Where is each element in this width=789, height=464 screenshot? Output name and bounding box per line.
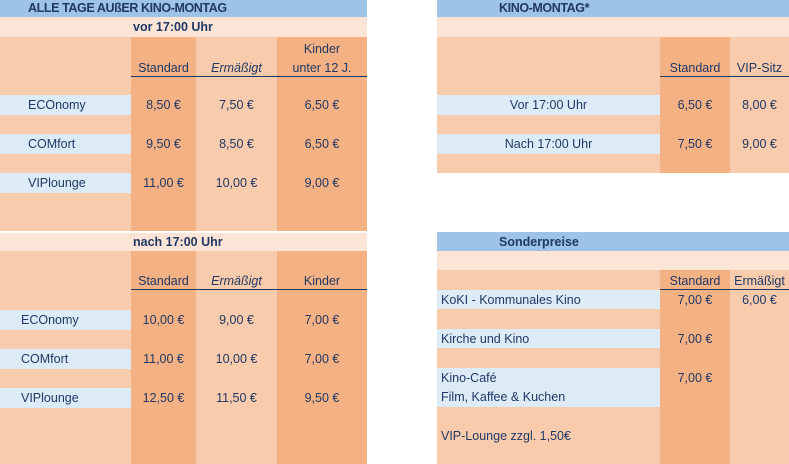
monday-subbar <box>437 17 789 37</box>
row-label: Vor 17:00 Uhr <box>509 98 588 112</box>
price: 6,50 € <box>304 98 340 112</box>
kinder-column <box>277 37 367 231</box>
price: 11,00 € <box>143 176 184 190</box>
col-standard: Standard <box>138 61 189 75</box>
standard-column <box>131 251 196 464</box>
standard-column <box>660 37 730 173</box>
special-subbar <box>437 251 789 270</box>
price: 8,00 € <box>742 98 777 112</box>
row-kino-cafe <box>437 368 660 407</box>
price: 9,00 € <box>304 176 340 190</box>
col-standard: Standard <box>669 274 721 288</box>
row-label-sub: Film, Kaffee & Kuchen <box>441 390 566 404</box>
before-subtitle: vor 17:00 Uhr <box>133 20 213 34</box>
price: 7,00 € <box>304 352 340 366</box>
row-comfort <box>0 134 131 154</box>
price: 9,50 € <box>304 391 340 405</box>
row-label: Kino-Café <box>441 371 497 385</box>
price: 12,50 € <box>142 391 185 405</box>
col-ermaessigt: Ermäßigt <box>211 61 262 75</box>
row-label: VIPlounge <box>28 176 86 190</box>
before-subtitle-bar <box>0 17 367 37</box>
row-comfort <box>0 349 131 369</box>
price: 7,00 € <box>304 313 340 327</box>
row-kirche <box>437 329 660 348</box>
special-title: Sonderpreise <box>499 235 579 249</box>
col-ermaessigt: Ermäßigt <box>734 274 785 288</box>
header-underline <box>131 289 367 290</box>
row-vor <box>437 95 660 115</box>
regular-header-bar <box>0 0 367 17</box>
price: 10,00 € <box>215 352 258 366</box>
price: 10,00 € <box>142 313 185 327</box>
special-header-bar <box>437 232 789 251</box>
price: 9,00 € <box>219 313 254 327</box>
col-kinder: Kinder <box>303 42 341 56</box>
price: 6,50 € <box>677 98 713 112</box>
price: 6,50 € <box>304 137 340 151</box>
after-subtitle: nach 17:00 Uhr <box>133 235 223 249</box>
col-standard: Standard <box>138 274 189 288</box>
row-label: COMfort <box>21 352 69 366</box>
price: 9,00 € <box>742 137 777 151</box>
row-label: KoKI - Kommunales Kino <box>441 293 581 307</box>
row-label: ECOnomy <box>21 313 79 327</box>
price: 10,00 € <box>215 176 258 190</box>
price: 8,50 € <box>219 137 254 151</box>
standard-column <box>131 37 196 231</box>
row-label: ECOnomy <box>28 98 86 112</box>
regular-title: ALLE TAGE AUßER KINO-MONTAG <box>28 1 227 15</box>
price: 9,50 € <box>146 137 181 151</box>
row-label: VIPlounge <box>21 391 79 405</box>
price: 7,50 € <box>677 137 713 151</box>
price: 11,00 € <box>143 352 184 366</box>
row-label: COMfort <box>28 137 76 151</box>
col-standard: Standard <box>669 61 721 75</box>
header-underline <box>660 76 789 77</box>
col-kinder: Kinder <box>303 274 341 288</box>
price: 7,00 € <box>677 371 713 385</box>
price: 6,00 € <box>742 293 777 307</box>
row-koki <box>437 290 660 309</box>
row-economy <box>0 310 131 330</box>
col-kinder-sub: unter 12 J. <box>292 61 352 75</box>
row-nach <box>437 134 660 154</box>
header-underline <box>131 76 367 77</box>
vip-note: VIP-Lounge zzgl. 1,50€ <box>441 429 571 443</box>
row-viplounge <box>0 388 131 408</box>
standard-column <box>660 270 730 464</box>
header-underline <box>660 289 789 290</box>
after-subtitle-bar <box>0 233 367 251</box>
kinder-column <box>277 251 367 464</box>
row-label: Kirche und Kino <box>441 332 530 346</box>
row-label: Nach 17:00 Uhr <box>504 137 593 151</box>
row-viplounge <box>0 173 131 193</box>
monday-title: KINO-MONTAG* <box>499 1 590 15</box>
price: 7,00 € <box>677 332 713 346</box>
row-economy <box>0 95 131 115</box>
col-ermaessigt: Ermäßigt <box>211 274 262 288</box>
price: 7,50 € <box>219 98 254 112</box>
price: 7,00 € <box>677 293 713 307</box>
price: 8,50 € <box>146 98 181 112</box>
col-vip-sitz: VIP-Sitz <box>736 61 783 75</box>
monday-header-bar <box>437 0 789 17</box>
price: 11,50 € <box>216 391 257 405</box>
